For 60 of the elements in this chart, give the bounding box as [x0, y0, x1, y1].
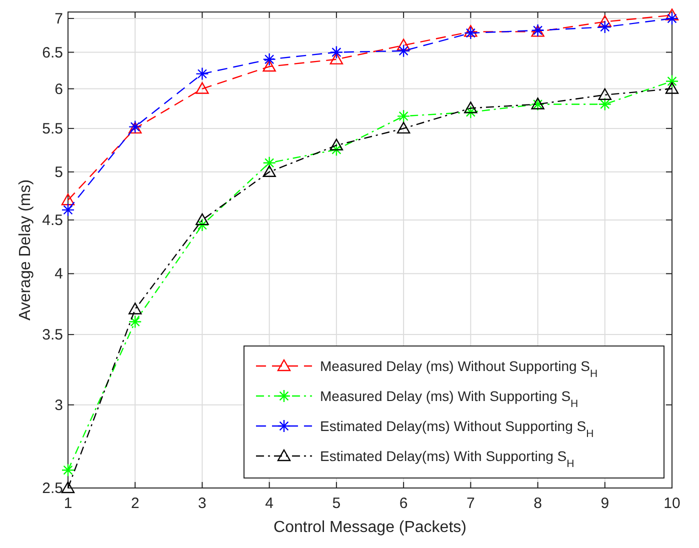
x-axis-title: Control Message (Packets) — [274, 519, 466, 536]
point — [396, 44, 410, 58]
point — [330, 143, 344, 156]
point — [196, 82, 209, 94]
point — [598, 88, 612, 100]
point — [262, 165, 276, 178]
point — [61, 481, 75, 494]
point — [128, 302, 142, 314]
x-tick-label: 4 — [265, 495, 274, 512]
y-tick-label: 4.5 — [42, 212, 63, 229]
point — [464, 106, 478, 119]
y-tick-label: 2.5 — [42, 480, 63, 497]
point — [598, 15, 612, 27]
point — [665, 74, 679, 88]
y-tick-label: 4 — [54, 266, 63, 283]
point — [330, 46, 344, 59]
legend-label: Measured Delay (ms) Without Supporting S$_{H}$ — [320, 358, 598, 380]
x-tick-label: 3 — [198, 495, 206, 512]
x-tick-label: 9 — [600, 495, 610, 512]
point — [61, 194, 75, 206]
point — [196, 218, 209, 232]
y-tick-label: 6 — [54, 80, 63, 98]
y-tick-label: 5 — [54, 164, 63, 181]
legend-label: Estimated Delay(ms) Without Supporting S$_{H}$ — [320, 418, 594, 440]
point — [196, 213, 209, 226]
x-tick-label: 8 — [534, 495, 542, 512]
x-tick-label: 1 — [64, 495, 72, 512]
y-tick-label: 3.5 — [42, 326, 63, 344]
x-tick-label: 2 — [130, 495, 140, 512]
point — [464, 102, 478, 114]
point — [330, 52, 344, 64]
point — [665, 12, 679, 26]
point — [262, 156, 276, 170]
legend-label: Measured Delay (ms) With Supporting S$_{H}$ — [320, 388, 578, 410]
x-tick-label: 7 — [466, 495, 475, 512]
point — [464, 26, 478, 40]
legend-label: Estimated Delay(ms) With Supporting S$_{H}$ — [320, 448, 574, 470]
x-tick-label: 10 — [664, 495, 680, 512]
point — [598, 98, 612, 111]
y-axis-title: Average Delay (ms) — [17, 179, 34, 321]
point — [61, 203, 75, 217]
point — [330, 138, 344, 150]
x-tick-label: 5 — [332, 495, 341, 512]
point — [464, 25, 478, 37]
point — [665, 82, 679, 94]
y-tick-label: 7 — [54, 10, 63, 28]
point — [128, 315, 142, 328]
y-tick-label: 5.5 — [42, 120, 63, 138]
point — [598, 20, 612, 34]
x-tick-label: 6 — [399, 495, 408, 512]
y-tick-label: 6.5 — [42, 44, 63, 62]
point — [665, 8, 679, 20]
point — [262, 52, 276, 66]
y-tick-label: 3 — [54, 396, 63, 414]
point — [61, 464, 75, 477]
point — [196, 67, 209, 80]
point — [396, 110, 410, 123]
point — [262, 60, 276, 72]
point — [396, 122, 410, 134]
point — [396, 38, 410, 50]
